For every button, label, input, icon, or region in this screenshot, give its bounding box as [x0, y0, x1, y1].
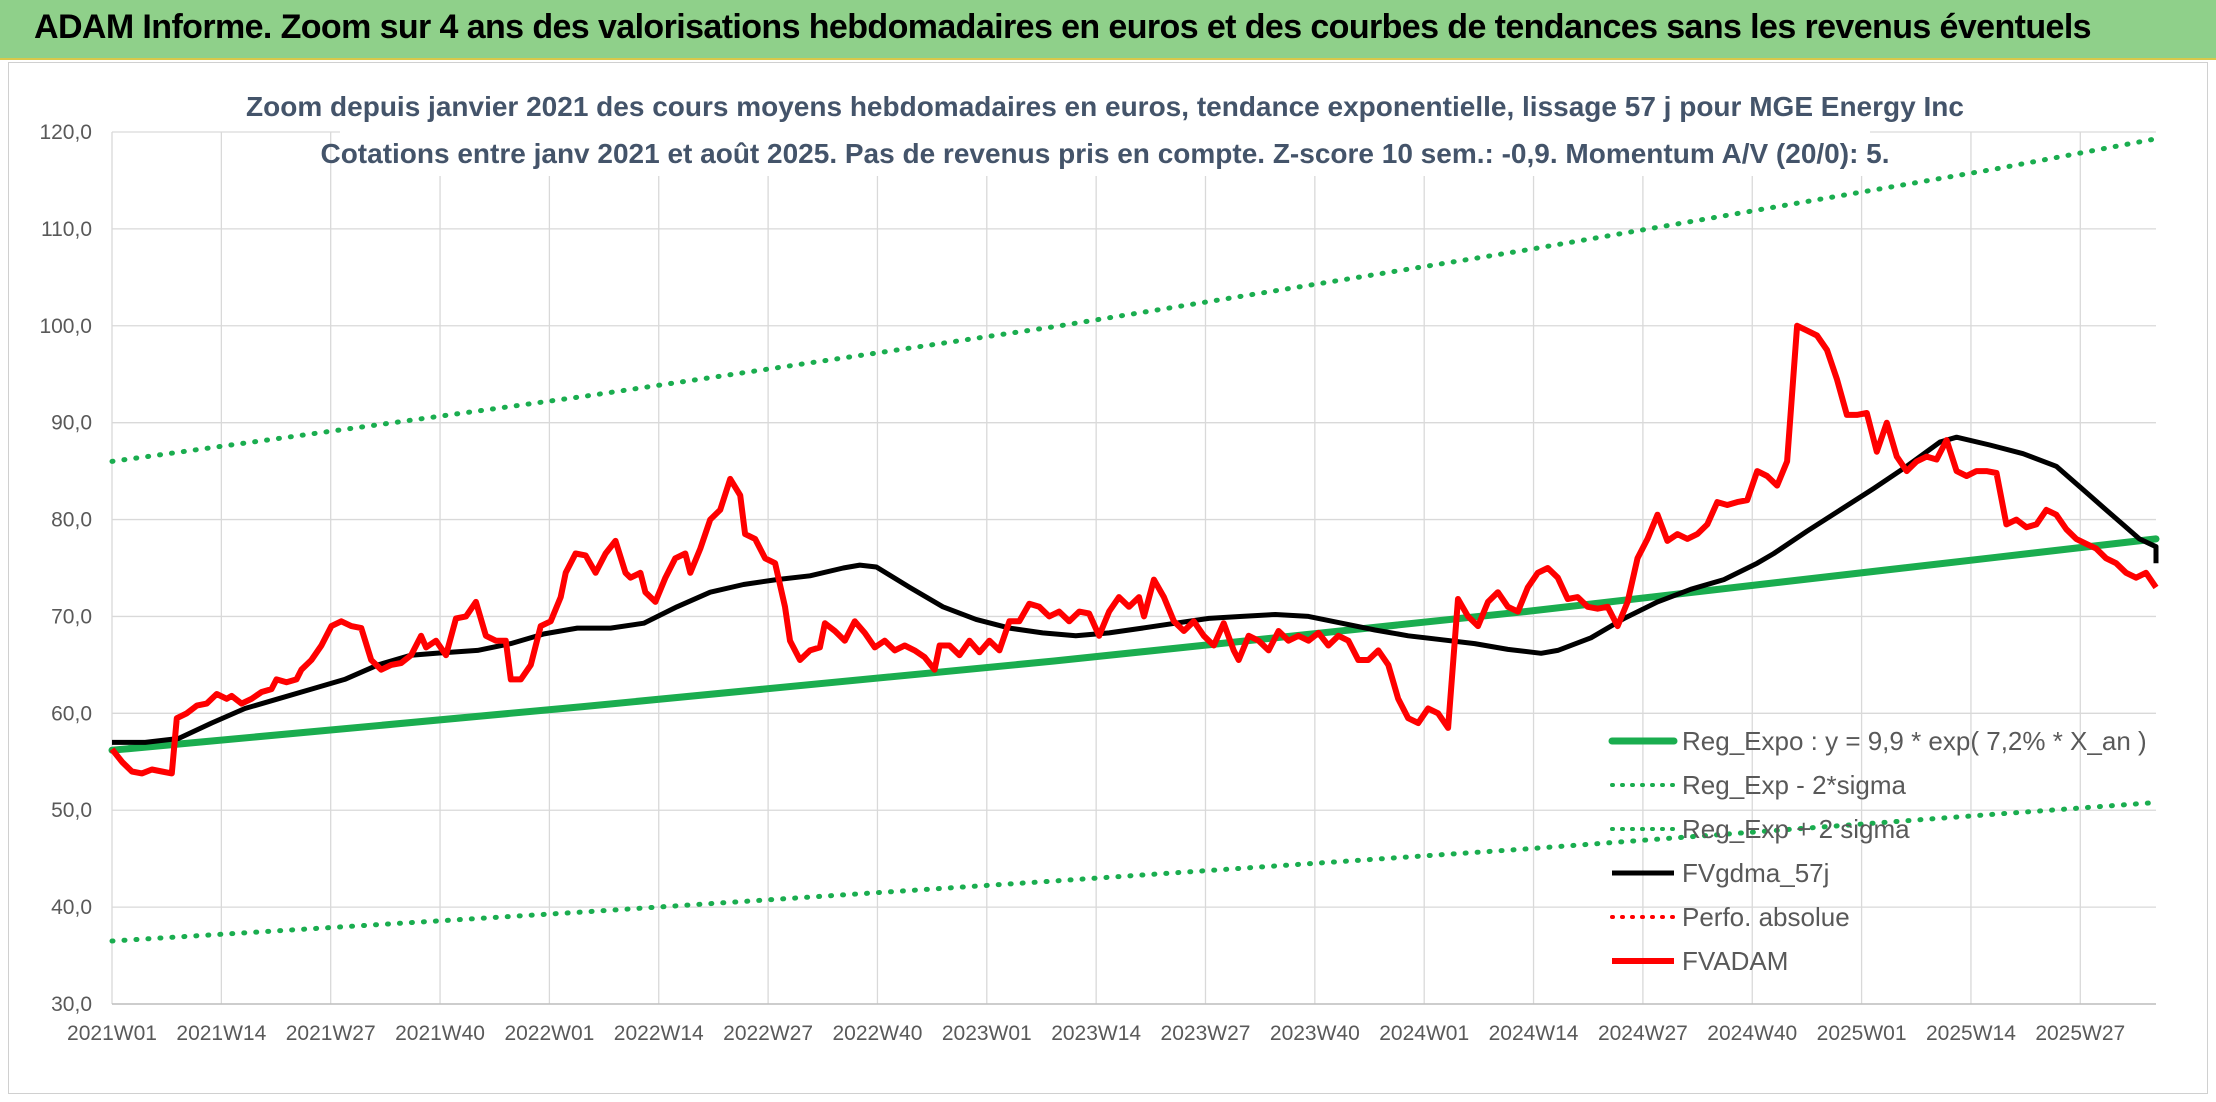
- x-tick-label: 2024W40: [1707, 1022, 1797, 1045]
- x-tick-label: 2021W40: [395, 1022, 485, 1045]
- x-tick-label: 2023W14: [1051, 1022, 1141, 1045]
- chart-legend: Reg_Expo : y = 9,9 * exp( 7,2% * X_an ) R…: [1608, 726, 2147, 976]
- y-tick-label: 100,0: [39, 315, 92, 338]
- y-tick-label: 30,0: [51, 993, 92, 1016]
- x-axis: 2021W01 2021W14 2021W27 2021W40 2022W01 2022W…: [67, 1003, 2156, 1045]
- series-line: [109, 136, 2159, 464]
- legend-label: Reg_Exp + 2 sigma: [1682, 814, 1910, 844]
- x-tick-label: 2025W27: [2035, 1022, 2125, 1045]
- report-title: ADAM Informe. Zoom sur 4 ans des valoris…: [34, 8, 2092, 46]
- y-tick-label: 120,0: [39, 121, 92, 144]
- x-tick-label: 2022W01: [504, 1022, 594, 1045]
- x-tick-label: 2021W14: [176, 1022, 266, 1045]
- legend-label: Perfo. absolue: [1682, 902, 1850, 932]
- y-tick-label: 110,0: [41, 218, 92, 241]
- y-tick-label: 70,0: [51, 605, 92, 628]
- chart-title-line-2: Cotations entre janv 2021 et août 2025. …: [320, 138, 1889, 169]
- legend-label: FVADAM: [1682, 946, 1788, 976]
- x-tick-label: 2024W14: [1489, 1022, 1579, 1045]
- series-line: [108, 535, 2160, 754]
- chart-title-bg: [340, 80, 1870, 176]
- x-tick-label: 2023W01: [942, 1022, 1032, 1045]
- x-tick-label: 2022W40: [832, 1022, 922, 1045]
- x-tick-label: 2022W27: [723, 1022, 813, 1045]
- x-tick-label: 2023W27: [1161, 1022, 1251, 1045]
- x-tick-label: 2023W40: [1270, 1022, 1360, 1045]
- legend-label: Reg_Expo : y = 9,9 * exp( 7,2% * X_an ): [1682, 726, 2147, 756]
- x-tick-label: 2021W27: [286, 1022, 376, 1045]
- chart-frame: [8, 62, 2208, 1094]
- y-axis: 30,0 40,0 50,0 60,0 70,0 80,0 90,0 100,0 110,0 12…: [39, 121, 92, 1016]
- x-tick-label: 2024W27: [1598, 1022, 1688, 1045]
- series-line: [109, 322, 2159, 777]
- report-banner: ADAM Informe. Zoom sur 4 ans des valoris…: [0, 0, 2216, 60]
- x-tick-label: 2021W01: [67, 1022, 157, 1045]
- x-tick-label: 2024W01: [1379, 1022, 1469, 1045]
- y-tick-label: 40,0: [51, 896, 92, 919]
- series-line: [112, 434, 2159, 745]
- y-tick-label: 90,0: [51, 412, 92, 435]
- chart-grid: [111, 131, 2156, 1005]
- y-tick-label: 50,0: [51, 799, 92, 822]
- legend-label: Reg_Exp - 2*sigma: [1682, 770, 1907, 800]
- y-tick-label: 80,0: [51, 509, 92, 532]
- legend-label: FVgdma_57j: [1682, 858, 1829, 888]
- x-tick-label: 2025W14: [1926, 1022, 2016, 1045]
- chart-title-line-1: Zoom depuis janvier 2021 des cours moyen…: [246, 91, 1964, 122]
- chart-series: [108, 136, 2160, 944]
- x-tick-label: 2025W01: [1817, 1022, 1907, 1045]
- y-tick-label: 60,0: [51, 702, 92, 725]
- x-tick-label: 2022W14: [614, 1022, 704, 1045]
